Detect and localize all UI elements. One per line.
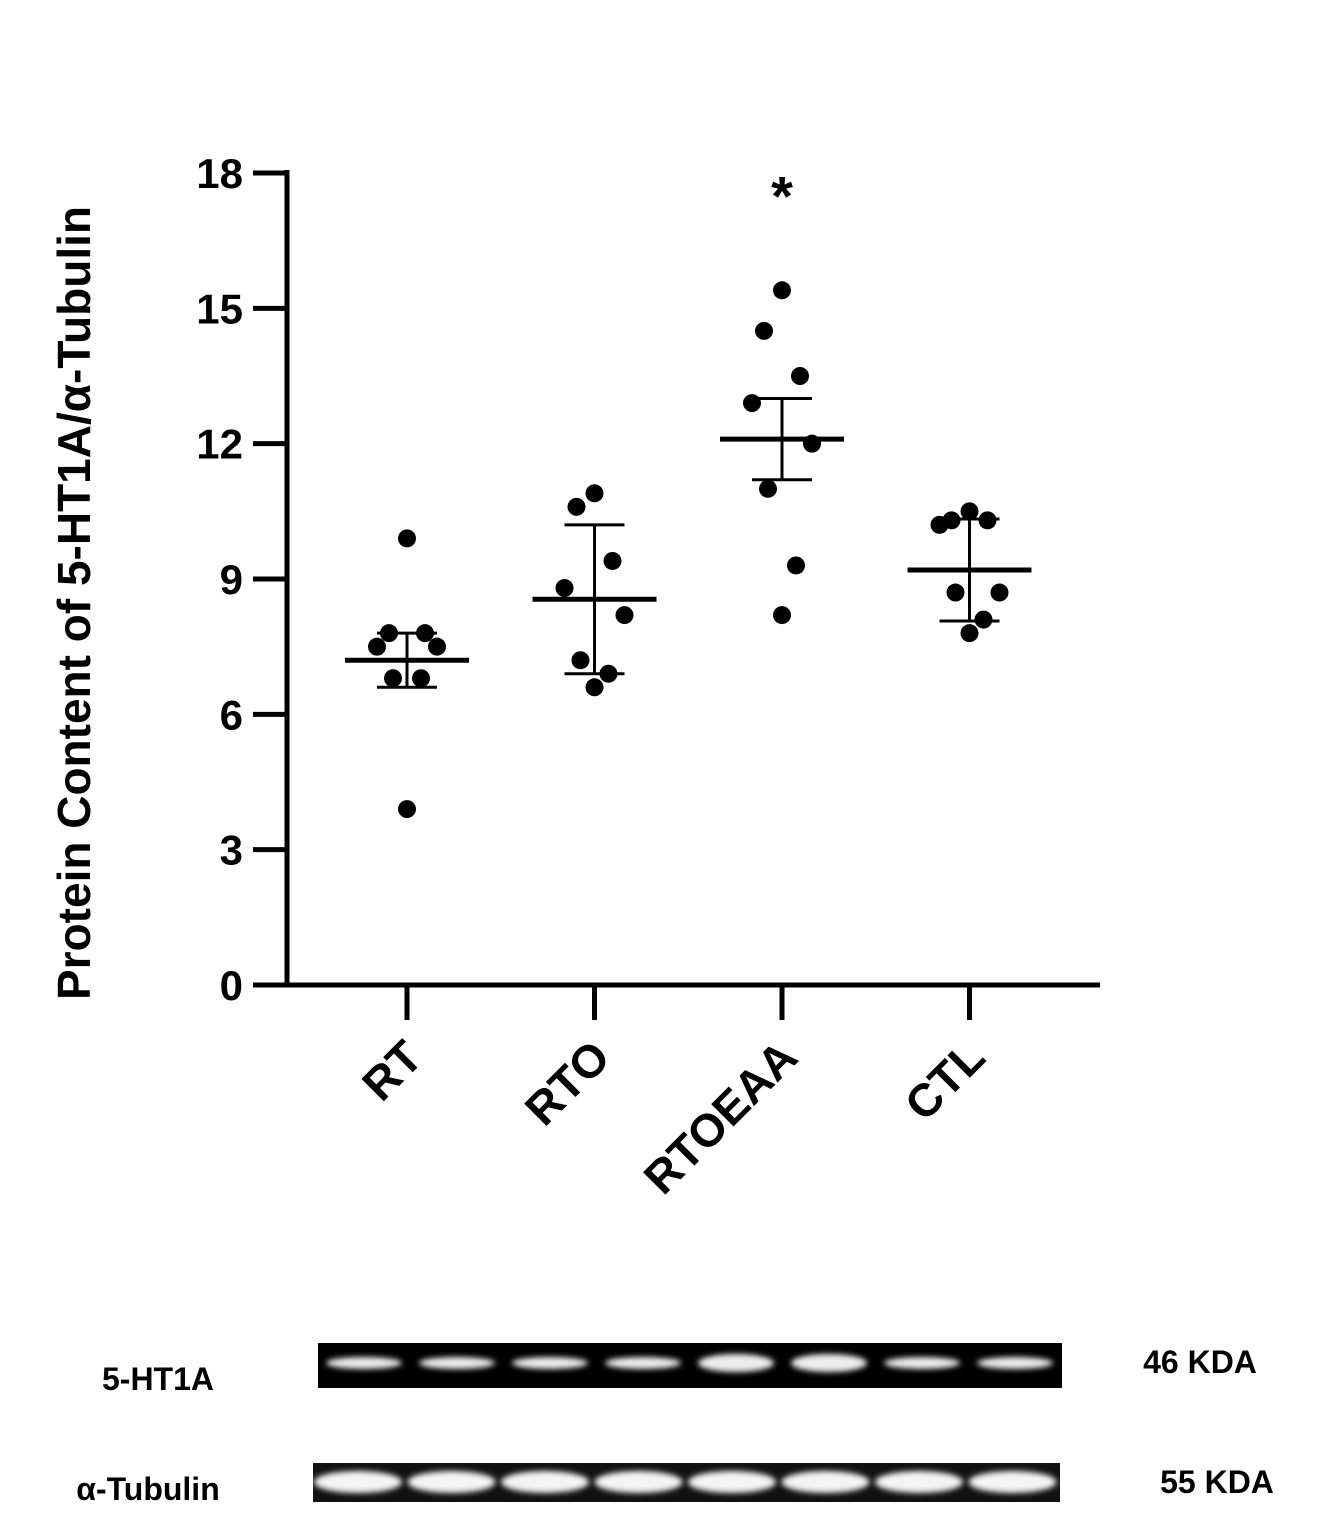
data-point bbox=[960, 502, 979, 521]
data-point bbox=[755, 321, 773, 340]
blot-band bbox=[875, 1471, 963, 1493]
x-tick-label: CTL bbox=[895, 1030, 995, 1130]
data-point bbox=[773, 606, 791, 625]
blot-band bbox=[501, 1471, 589, 1493]
data-point bbox=[787, 556, 805, 575]
data-point bbox=[555, 579, 574, 598]
data-point bbox=[571, 651, 590, 670]
data-point bbox=[603, 551, 622, 570]
blot-band bbox=[698, 1354, 774, 1372]
data-point bbox=[567, 497, 586, 516]
data-point bbox=[585, 678, 604, 697]
blot-band bbox=[594, 1471, 683, 1493]
blot-label: α-Tubulin bbox=[76, 1471, 219, 1507]
data-point bbox=[384, 669, 402, 688]
y-tick-label: 3 bbox=[220, 827, 243, 874]
x-tick-label: RTO bbox=[515, 1030, 620, 1135]
blot-band bbox=[326, 1357, 402, 1369]
y-tick-label: 12 bbox=[196, 421, 243, 468]
blot-band bbox=[977, 1357, 1053, 1369]
data-point bbox=[428, 637, 446, 656]
blot-band bbox=[791, 1354, 867, 1372]
blot-label: 5-HT1A bbox=[102, 1361, 214, 1397]
data-point bbox=[990, 583, 1009, 602]
annotation: * bbox=[771, 165, 793, 228]
blot-band bbox=[688, 1471, 776, 1493]
blot-size: 55 KDA bbox=[1160, 1464, 1274, 1500]
blot-band bbox=[407, 1471, 496, 1493]
x-tick-label: RT bbox=[352, 1030, 432, 1110]
data-point bbox=[398, 800, 416, 819]
data-point bbox=[960, 624, 979, 643]
blot-size: 46 KDA bbox=[1143, 1344, 1257, 1380]
y-axis-label: Protein Content of 5-HT1A/α-Tubulin bbox=[48, 206, 100, 1000]
data-point bbox=[368, 637, 386, 656]
data-point bbox=[743, 394, 761, 413]
y-tick-label: 18 bbox=[196, 150, 243, 197]
data-point bbox=[398, 529, 416, 548]
data-point bbox=[791, 367, 809, 385]
blot-band bbox=[314, 1471, 402, 1493]
blot-band bbox=[605, 1357, 681, 1369]
data-point bbox=[585, 484, 604, 503]
blot-band bbox=[781, 1471, 870, 1493]
y-tick-label: 15 bbox=[196, 285, 243, 332]
data-point bbox=[412, 669, 430, 688]
data-point bbox=[946, 583, 965, 602]
data-point bbox=[773, 281, 791, 300]
blot-band bbox=[968, 1471, 1057, 1493]
y-tick-label: 6 bbox=[220, 691, 243, 738]
blot-band bbox=[512, 1357, 588, 1369]
blot-band bbox=[884, 1357, 960, 1369]
data-point bbox=[615, 606, 634, 625]
y-tick-label: 9 bbox=[220, 556, 243, 603]
data-point bbox=[759, 479, 777, 498]
x-tick-label: RTOEAA bbox=[634, 1030, 808, 1204]
y-tick-label: 0 bbox=[220, 962, 243, 1009]
blot-band bbox=[419, 1357, 495, 1369]
